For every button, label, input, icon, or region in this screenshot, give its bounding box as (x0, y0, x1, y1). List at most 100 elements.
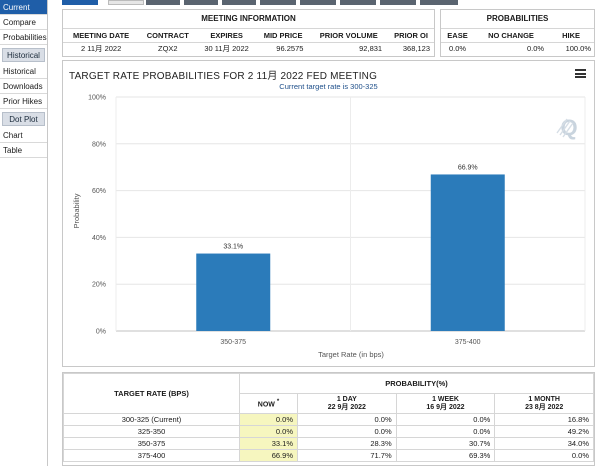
prob-col-1-week: 1 WEEK 16 9月 2022 (395, 393, 496, 414)
probability-bar-chart: 0% 20% 40% 60% 80% 100% 33.1% 350-375 66.9% 375-4… (72, 95, 586, 359)
meeting-date-value: 2 11月 2022 (80, 44, 122, 54)
col-mid-price: MID PRICE (256, 27, 310, 43)
sidebar-item-chart[interactable]: Chart (0, 128, 47, 143)
chart-menu-icon[interactable] (575, 69, 586, 78)
col-contract: CONTRACT (139, 27, 197, 43)
prob-col-label: NOW (257, 401, 275, 409)
sidebar-item-prior-hikes[interactable]: Prior Hikes (0, 94, 47, 109)
meeting-tab[interactable] (340, 0, 376, 5)
table-row: 375-400 66.9% 71.7% 69.3% 0.0% (63, 449, 594, 462)
probability-cell: 66.9% (239, 449, 298, 462)
probability-table-panel: TARGET RATE (BPS) PROBABILITY(%) NOW * 1 … (62, 372, 595, 466)
meeting-tab-strip (62, 0, 458, 5)
target-rate-cell: 325-350 (63, 425, 240, 438)
probability-cell: 0.0% (395, 413, 496, 426)
col-no-change: NO CHANGE (474, 27, 549, 43)
chart-title: TARGET RATE PROBABILITIES FOR 2 11月 2022… (69, 71, 378, 82)
meeting-information-panel: MEETING INFORMATION MEETING DATE CONTRAC… (62, 9, 435, 57)
probability-cell: 49.2% (494, 425, 594, 438)
meeting-tab[interactable] (260, 0, 296, 5)
bar-350-375[interactable] (196, 253, 271, 331)
col-ease: EASE (441, 27, 474, 43)
y-tick-label: 0% (96, 329, 106, 336)
footnote-mark: * (276, 398, 280, 405)
y-tick-label: 100% (88, 95, 106, 102)
prob-col-1-month: 1 MONTH 23 8月 2022 (494, 393, 594, 414)
prior-volume-value: 92,831 (359, 44, 383, 54)
meeting-tab[interactable] (222, 0, 256, 5)
meeting-tab[interactable] (380, 0, 416, 5)
meeting-tab[interactable] (300, 0, 336, 5)
probability-cell: 0.0% (297, 425, 397, 438)
col-meeting-date: MEETING DATE (63, 27, 140, 43)
target-rate-header: TARGET RATE (BPS) (63, 373, 240, 414)
sidebar-item-probabilities[interactable]: Probabilities (0, 30, 47, 45)
bar-value-label: 66.9% (458, 164, 478, 171)
chart-subtitle: Current target rate is 300-325 (279, 82, 378, 91)
sidebar: Current Compare Probabilities Historical… (0, 0, 48, 466)
col-prior-volume: PRIOR VOLUME (309, 27, 389, 43)
sidebar-item-table[interactable]: Table (0, 143, 47, 158)
meeting-tab[interactable] (62, 0, 98, 5)
prob-col-date: 23 8月 2022 (525, 403, 564, 411)
sidebar-item-historical[interactable]: Historical (0, 64, 47, 79)
table-row: 350-375 33.1% 28.3% 30.7% 34.0% (63, 437, 594, 450)
probability-cell: 16.8% (494, 413, 594, 426)
y-axis-label: Probability (72, 193, 81, 228)
x-tick-label: 375-400 (455, 339, 481, 346)
probability-cell: 34.0% (494, 437, 594, 450)
prob-col-now: NOW * (239, 393, 298, 414)
x-axis-label: Target Rate (in bps) (318, 350, 384, 359)
probability-cell: 33.1% (239, 437, 298, 450)
ease-value: 0.0% (448, 44, 467, 54)
prob-col-label: 1 MONTH (528, 395, 560, 403)
prob-col-date: 22 9月 2022 (327, 403, 366, 411)
target-rate-chart-panel: TARGET RATE PROBABILITIES FOR 2 11月 2022… (62, 60, 595, 367)
target-rate-cell: 300-325 (Current) (63, 413, 240, 426)
probabilities-panel: PROBABILITIES EASE NO CHANGE HIKE 0.0% 0… (440, 9, 595, 57)
meeting-tab[interactable] (184, 0, 218, 5)
watermark-stripes-icon (556, 118, 574, 138)
table-row: 300-325 (Current) 0.0% 0.0% 0.0% 16.8% (63, 413, 594, 426)
contract-value: ZQX2 (157, 44, 178, 54)
sidebar-section-historical: Historical (2, 48, 45, 62)
bar-375-400[interactable] (430, 174, 505, 331)
probability-cell: 71.7% (297, 449, 397, 462)
probability-cell: 0.0% (395, 425, 496, 438)
meeting-information-title: MEETING INFORMATION (201, 14, 296, 24)
prob-col-1-day: 1 DAY 22 9月 2022 (297, 393, 397, 414)
meeting-tab[interactable] (146, 0, 180, 5)
probability-cell: 0.0% (239, 413, 298, 426)
col-prior-oi: PRIOR OI (388, 27, 434, 43)
bar-value-label: 33.1% (223, 244, 243, 251)
meeting-tab[interactable] (420, 0, 458, 5)
y-tick-label: 40% (92, 235, 106, 242)
expires-value: 30 11月 2022 (204, 44, 249, 54)
sidebar-item-compare[interactable]: Compare (0, 15, 47, 30)
table-row: 325-350 0.0% 0.0% 0.0% 49.2% (63, 425, 594, 438)
probability-group-header: PROBABILITY(%) (239, 373, 594, 394)
prob-col-label: 1 WEEK (432, 395, 459, 403)
prob-col-date: 16 9月 2022 (426, 403, 465, 411)
target-rate-cell: 375-400 (63, 449, 240, 462)
no-change-value: 0.0% (526, 44, 545, 54)
hike-value: 100.0% (565, 44, 591, 54)
meeting-tab[interactable] (108, 0, 144, 5)
probability-cell: 30.7% (395, 437, 496, 450)
probability-cell: 28.3% (297, 437, 397, 450)
mid-price-value: 96.2575 (276, 44, 304, 54)
x-tick-label: 350-375 (220, 339, 246, 346)
y-tick-label: 20% (92, 282, 106, 289)
col-hike: HIKE (548, 27, 594, 43)
prior-oi-value: 368,123 (402, 44, 430, 54)
y-tick-label: 80% (92, 141, 106, 148)
target-rate-cell: 350-375 (63, 437, 240, 450)
probability-cell: 69.3% (395, 449, 496, 462)
prob-col-label: 1 DAY (336, 395, 357, 403)
sidebar-item-downloads[interactable]: Downloads (0, 79, 47, 94)
probability-cell: 0.0% (297, 413, 397, 426)
col-expires: EXPIRES (196, 27, 257, 43)
probabilities-title: PROBABILITIES (486, 14, 549, 24)
sidebar-item-current[interactable]: Current (0, 0, 47, 15)
sidebar-section-dot-plot: Dot Plot (2, 112, 45, 126)
